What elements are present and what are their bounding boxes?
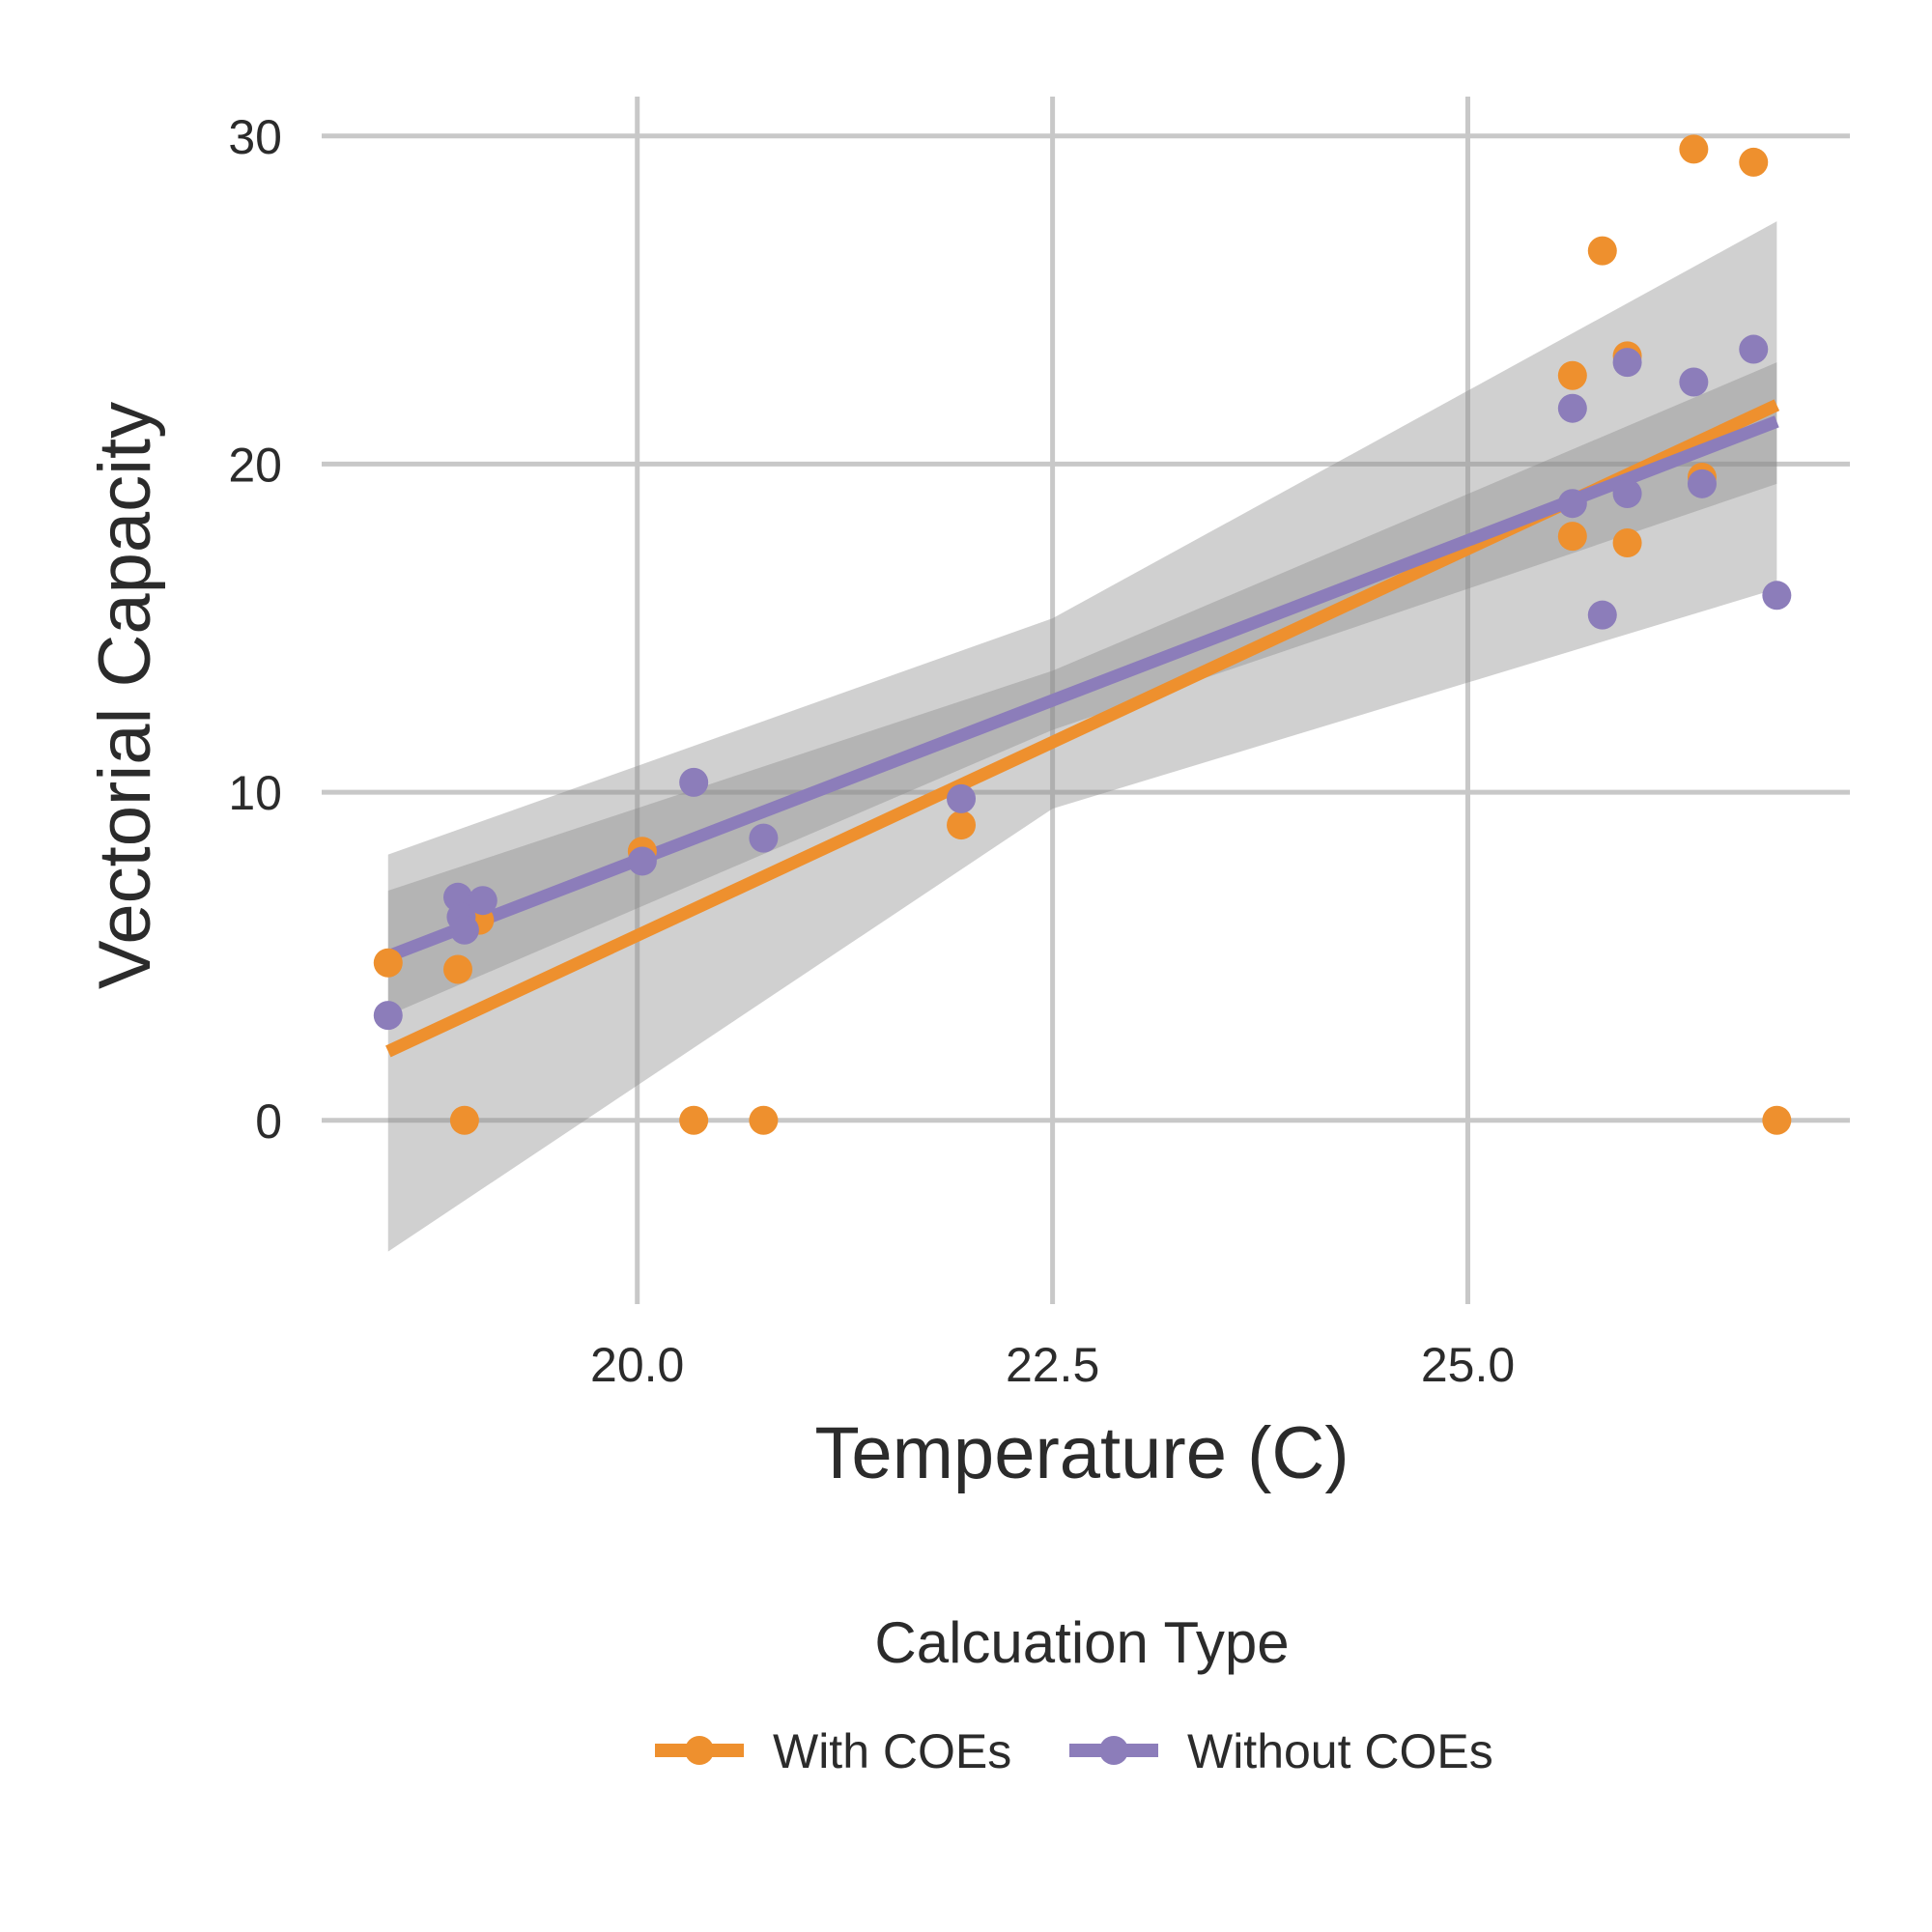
data-point-without-coes [449,915,479,945]
grid-lines [322,97,1850,1304]
legend-key-dot-without-coes [1099,1736,1128,1765]
x-tick-label: 25.0 [1421,1338,1515,1392]
data-point-without-coes [1739,334,1769,364]
data-point-with-coes [449,1105,479,1135]
data-point-without-coes [749,823,779,853]
y-axis-title: Vectorial Capacity [84,402,166,989]
y-tick-label: 0 [255,1094,282,1149]
data-point-with-coes [1762,1105,1792,1135]
y-tick-label: 30 [228,110,282,164]
data-point-without-coes [1762,581,1792,611]
data-point-with-coes [1612,527,1642,557]
legend-label-with-coes: With COEs [773,1724,1011,1778]
data-point-with-coes [1557,522,1587,552]
data-point-without-coes [1557,393,1587,423]
data-point-without-coes [373,1001,403,1031]
y-tick-label: 20 [228,438,282,492]
data-point-with-coes [679,1105,709,1135]
x-tick-label: 22.5 [1006,1338,1099,1392]
legend-title: Calcuation Type [874,1610,1289,1675]
data-point-without-coes [679,767,709,797]
data-point-without-coes [1612,348,1642,378]
data-point-with-coes [443,954,473,984]
legend-item-with-coes: With COEs [655,1724,1011,1778]
legend-key-dot-with-coes [685,1736,714,1765]
x-tick-label: 20.0 [590,1338,684,1392]
tick-labels: 20.0 22.5 25.0 0 10 20 30 [228,110,1515,1392]
data-point-without-coes [1687,469,1717,498]
data-point-without-coes [468,886,497,916]
data-points [373,134,1792,1135]
fit-lines [385,399,1780,1058]
data-point-with-coes [947,810,977,840]
data-point-without-coes [1679,367,1709,397]
data-point-without-coes [1557,489,1587,519]
x-axis-title: Temperature (C) [814,1412,1349,1494]
data-point-with-coes [1557,360,1587,390]
data-point-without-coes [1587,600,1617,630]
ci-band-with-coes [387,221,1777,1252]
data-point-with-coes [749,1105,779,1135]
legend-label-without-coes: Without COEs [1187,1724,1493,1778]
fit-line-without-coes [385,415,1779,963]
data-point-without-coes [1612,479,1642,509]
data-point-with-coes [1739,147,1769,177]
legend-item-without-coes: Without COEs [1069,1724,1493,1778]
data-point-with-coes [373,948,403,978]
data-point-with-coes [1587,236,1617,266]
y-tick-label: 10 [228,766,282,820]
data-point-with-coes [1679,134,1709,164]
data-point-without-coes [947,783,977,813]
legend: Calcuation Type With COEs Without COEs [655,1610,1493,1778]
data-point-without-coes [627,846,657,876]
